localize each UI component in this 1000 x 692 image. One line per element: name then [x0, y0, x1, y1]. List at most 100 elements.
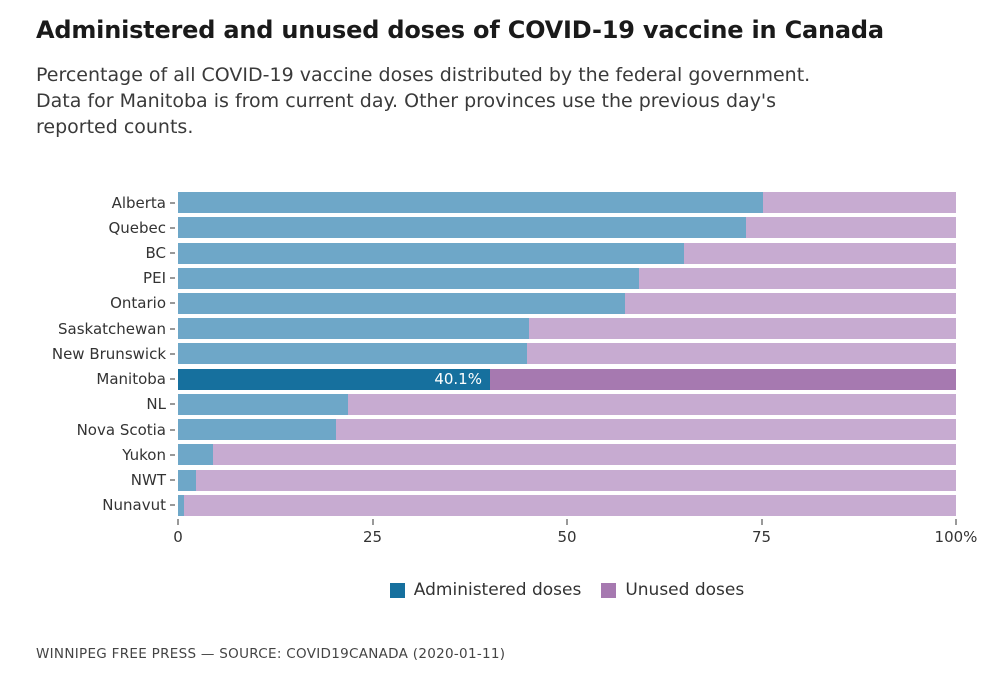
bar-track [178, 318, 956, 340]
administered-segment [178, 444, 213, 466]
category-label: Alberta [111, 193, 166, 212]
legend-item-administered: Administered doses [389, 580, 581, 600]
administered-segment [178, 469, 196, 491]
unused-segment [745, 217, 956, 239]
subtitle-line: Percentage of all COVID-19 vaccine doses… [36, 64, 811, 86]
y-tick-mark [170, 277, 175, 280]
x-tick-label: 25 [362, 528, 383, 546]
bar-track [178, 494, 956, 516]
legend-item-unused: Unused doses [601, 580, 744, 600]
bar-track [178, 292, 956, 314]
y-tick-mark [170, 504, 175, 507]
y-tick-mark [170, 226, 175, 229]
unused-segment [763, 192, 956, 214]
y-tick-mark [170, 352, 175, 355]
bar-track [178, 444, 956, 466]
chart-subtitle: Percentage of all COVID-19 vaccine doses… [36, 62, 976, 140]
x-axis: 0 25 50 75 100% [173, 519, 977, 559]
bar-track: 40.1% [178, 368, 956, 390]
administered-segment [178, 217, 746, 239]
bar-track [178, 343, 956, 365]
subtitle-line: Data for Manitoba is from current day. O… [36, 90, 777, 112]
x-tick-label: 100% [934, 528, 978, 546]
category-label: PEI [143, 269, 166, 288]
bar-row: Yukon [0, 442, 1000, 467]
administered-segment [178, 318, 529, 340]
category-label: NWT [130, 471, 166, 490]
bar-track [178, 192, 956, 214]
category-label: Nova Scotia [76, 420, 166, 439]
category-label: NL [146, 395, 166, 414]
administered-segment: 40.1% [178, 368, 490, 390]
unused-swatch-icon [601, 582, 617, 598]
x-tick-mark [371, 519, 374, 525]
administered-segment [178, 393, 349, 415]
unused-segment [213, 444, 956, 466]
bar-row: Manitoba 40.1% [0, 367, 1000, 392]
y-tick-mark [170, 403, 175, 406]
stacked-bar-chart: Alberta Quebec BC PEI Ontario Saskatchewan New… [0, 190, 1000, 518]
category-label: New Brunswick [51, 344, 166, 363]
unused-segment [195, 469, 956, 491]
x-tick-mark [566, 519, 568, 525]
unused-segment [489, 368, 956, 390]
category-label: Yukon [122, 445, 166, 464]
y-tick-mark [170, 453, 175, 456]
unused-segment [528, 318, 956, 340]
unused-segment [527, 343, 956, 365]
x-tick-mark [955, 519, 957, 525]
administered-segment [178, 292, 626, 314]
x-tick-label: 50 [557, 528, 577, 546]
category-label: Quebec [108, 218, 166, 237]
bar-row: Nova Scotia [0, 417, 1000, 442]
legend: Administered doses Unused doses [178, 580, 956, 600]
bar-row: BC [0, 240, 1000, 265]
x-tick-mark [760, 519, 763, 525]
x-tick-mark [177, 519, 179, 525]
y-tick-mark [170, 378, 175, 381]
category-label: Nunavut [102, 496, 166, 515]
bar-value-label: 40.1% [434, 370, 482, 389]
unused-segment [639, 267, 956, 289]
bar-row: NL [0, 392, 1000, 417]
bar-rows: Alberta Quebec BC PEI Ontario Saskatchewan New… [0, 190, 1000, 518]
bar-row: New Brunswick [0, 341, 1000, 366]
x-tick-label: 75 [751, 528, 772, 546]
bar-track [178, 217, 956, 239]
category-label: BC [145, 244, 166, 263]
y-tick-mark [170, 201, 175, 204]
unused-segment [335, 419, 956, 441]
y-tick-mark [170, 479, 175, 482]
chart-title: Administered and unused doses of COVID-1… [36, 16, 884, 44]
legend-label-unused: Unused doses [625, 580, 745, 600]
bar-row: NWT [0, 467, 1000, 492]
y-tick-mark [170, 327, 175, 330]
bar-track [178, 469, 956, 491]
administered-segment [178, 343, 528, 365]
category-label: Ontario [110, 294, 166, 313]
bar-row: Alberta [0, 190, 1000, 215]
administered-segment [178, 267, 640, 289]
y-tick-mark [170, 252, 175, 255]
bar-row: Ontario [0, 291, 1000, 316]
bar-row: PEI [0, 266, 1000, 291]
subtitle-line: reported counts. [36, 116, 194, 138]
y-tick-mark [170, 428, 175, 431]
unused-segment [184, 494, 956, 516]
bar-track [178, 242, 956, 264]
x-tick-label: 0 [173, 528, 183, 546]
bar-track [178, 419, 956, 441]
unused-segment [683, 242, 956, 264]
bar-row: Quebec [0, 215, 1000, 240]
y-tick-mark [170, 302, 175, 305]
administered-segment [178, 242, 684, 264]
unused-segment [348, 393, 956, 415]
administered-segment [178, 192, 764, 214]
administered-swatch-icon [389, 582, 405, 598]
bar-track [178, 393, 956, 415]
category-label: Manitoba [96, 370, 166, 389]
source-credit: WINNIPEG FREE PRESS — SOURCE: COVID19CAN… [36, 646, 506, 662]
bar-track [178, 267, 956, 289]
administered-segment [178, 419, 336, 441]
